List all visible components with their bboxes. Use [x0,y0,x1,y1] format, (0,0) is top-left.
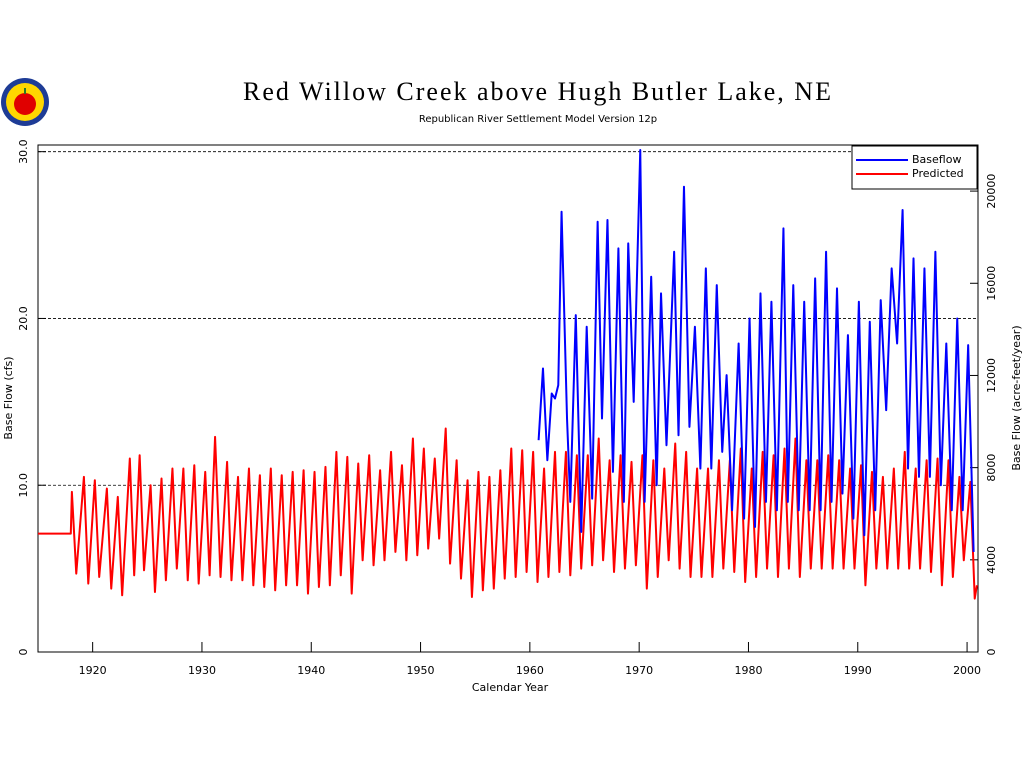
y2-axis-label: Base Flow (acre-feet/year) [1010,325,1023,470]
logo [1,78,49,126]
x-axis-label: Calendar Year [472,681,549,694]
x-tick-label: 1960 [516,664,544,677]
chart-title: Red Willow Creek above Hugh Butler Lake,… [243,77,833,106]
y-axis-label: Base Flow (cfs) [2,356,15,439]
series-line [537,149,975,552]
x-tick-label: 1930 [188,664,216,677]
legend-label: Baseflow [912,153,961,166]
legend-box [851,145,978,190]
legend-label: Predicted [912,167,964,180]
chart-subtitle: Republican River Settlement Model Versio… [419,114,657,125]
y2-tick-label: 4000 [985,546,998,574]
y2-tick-label: 0 [985,649,998,656]
x-tick-label: 1940 [297,664,325,677]
x-tick-label: 1950 [407,664,435,677]
x-tick-label: 1990 [844,664,872,677]
x-tick-label: 2000 [953,664,981,677]
series-line [38,427,978,600]
y2-tick-label: 8000 [985,454,998,482]
y2-tick-label: 20000 [985,174,998,209]
plot-frame [37,144,979,653]
y2-tick-label: 12000 [985,358,998,393]
x-tick-label: 1980 [734,664,762,677]
x-tick-label: 1920 [79,664,107,677]
y2-tick-label: 16000 [985,266,998,301]
y-tick-label: 10.0 [17,473,30,498]
y-tick-label: 30.0 [17,139,30,164]
y-tick-label: 20.0 [17,306,30,331]
x-tick-label: 1970 [625,664,653,677]
y-tick-label: 0 [17,649,30,656]
